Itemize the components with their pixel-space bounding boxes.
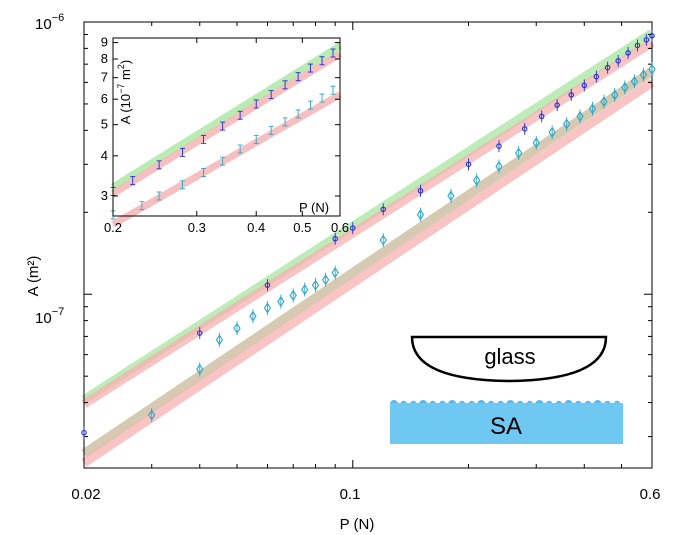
data-point-diamond xyxy=(331,267,339,279)
data-point-diamond xyxy=(447,190,455,202)
inset-x-axis-label: P (N) xyxy=(299,200,329,215)
data-point-diamond xyxy=(621,81,629,93)
ytick-label-top: 10−6 xyxy=(35,12,64,33)
data-point-diamond xyxy=(473,174,481,186)
data-point-diamond xyxy=(648,63,656,75)
inset-xtick-label: 0.6 xyxy=(331,220,349,235)
inset-fit-band-2 xyxy=(111,91,342,228)
data-point-circle xyxy=(554,102,560,108)
data-point-diamond xyxy=(495,160,503,172)
inset-ytick-label: 6 xyxy=(101,91,108,106)
data-point-diamond xyxy=(514,147,523,159)
inset-ytick-label: 9 xyxy=(101,35,108,50)
inset-xtick-label: 0.5 xyxy=(293,220,311,235)
data-point-circle xyxy=(81,429,87,436)
main-plot-frame xyxy=(83,21,653,469)
xtick-label-0.6: 0.6 xyxy=(640,486,661,503)
glass-label: glass xyxy=(484,344,535,369)
main-ticks xyxy=(83,21,653,468)
inset-xtick-label: 0.4 xyxy=(247,220,265,235)
data-point-diamond xyxy=(639,69,648,81)
data-point-circle xyxy=(593,73,600,80)
data-point-circle xyxy=(581,82,588,89)
data-point-circle xyxy=(332,235,338,242)
data-point-diamond xyxy=(196,363,204,375)
data-point-diamond xyxy=(311,279,320,291)
x-axis-label: P (N) xyxy=(340,516,375,533)
xtick-label-0.1: 0.1 xyxy=(340,486,361,503)
inset-fit-band-0 xyxy=(111,42,342,190)
data-point-circle xyxy=(465,161,472,168)
y-axis-label: A (m²) xyxy=(25,256,42,297)
inset-ytick-label: 3 xyxy=(101,188,108,203)
main-data-points xyxy=(81,29,656,439)
data-point-circle xyxy=(643,37,650,43)
fit-band-3 xyxy=(81,78,655,467)
data-point-circle xyxy=(380,206,386,213)
data-point-circle xyxy=(568,92,575,98)
data-point-diamond xyxy=(301,284,309,296)
data-point-circle xyxy=(538,113,545,120)
data-point-circle xyxy=(615,58,621,64)
data-point-circle xyxy=(625,50,631,56)
data-point-diamond xyxy=(289,289,297,301)
fit-band-2 xyxy=(81,67,655,458)
data-point-circle xyxy=(417,187,424,194)
inset-ytick-label: 5 xyxy=(101,117,108,132)
data-point-circle xyxy=(197,330,203,336)
xtick-label-0.02: 0.02 xyxy=(71,486,100,503)
inset-fit-bands xyxy=(111,42,342,228)
inset-ytick-label: 8 xyxy=(101,51,108,66)
data-point-diamond xyxy=(588,103,597,115)
data-point-diamond xyxy=(379,234,387,246)
glass-lens xyxy=(410,335,608,383)
data-point-diamond xyxy=(563,118,571,130)
data-point-diamond xyxy=(600,96,608,108)
data-point-circle xyxy=(350,225,356,231)
ytick-label-mid: 10−7 xyxy=(35,306,64,327)
inset-y-axis-label: A (10−7 m2) xyxy=(116,60,133,124)
data-point-diamond xyxy=(576,110,584,122)
data-point-diamond xyxy=(630,75,639,87)
data-point-diamond xyxy=(233,322,241,334)
sa-substrate xyxy=(390,403,623,444)
data-point-diamond xyxy=(548,126,556,138)
inset-ticks: 0.2 0.3 0.4 0.5 0.6 3 4 5 6 7 89 xyxy=(101,35,349,235)
inset-data-points xyxy=(110,48,336,220)
data-point-circle xyxy=(649,33,655,39)
inset-xtick-label: 0.3 xyxy=(188,220,206,235)
data-point-diamond xyxy=(263,302,272,314)
schematic-glass-sa: glass SA xyxy=(390,335,623,444)
inset-xtick-label: 0.2 xyxy=(104,220,122,235)
data-point-diamond xyxy=(215,334,224,346)
data-point-diamond xyxy=(532,137,540,149)
sa-label: SA xyxy=(490,413,522,440)
data-point-circle xyxy=(604,64,611,71)
data-point-diamond xyxy=(148,409,156,421)
data-point-circle xyxy=(521,126,528,132)
data-point-circle xyxy=(634,42,641,49)
inset-fit-band-1 xyxy=(111,50,342,197)
data-point-diamond xyxy=(277,296,285,308)
data-point-circle xyxy=(264,282,271,288)
inset-ytick-label: 7 xyxy=(101,70,108,85)
inset-ytick-label: 4 xyxy=(101,148,108,163)
inset-plot-frame xyxy=(112,37,341,217)
data-point-diamond xyxy=(321,274,330,286)
data-point-diamond xyxy=(416,209,425,221)
data-point-circle xyxy=(496,143,502,149)
data-point-diamond xyxy=(611,89,619,101)
data-point-diamond xyxy=(249,310,257,322)
